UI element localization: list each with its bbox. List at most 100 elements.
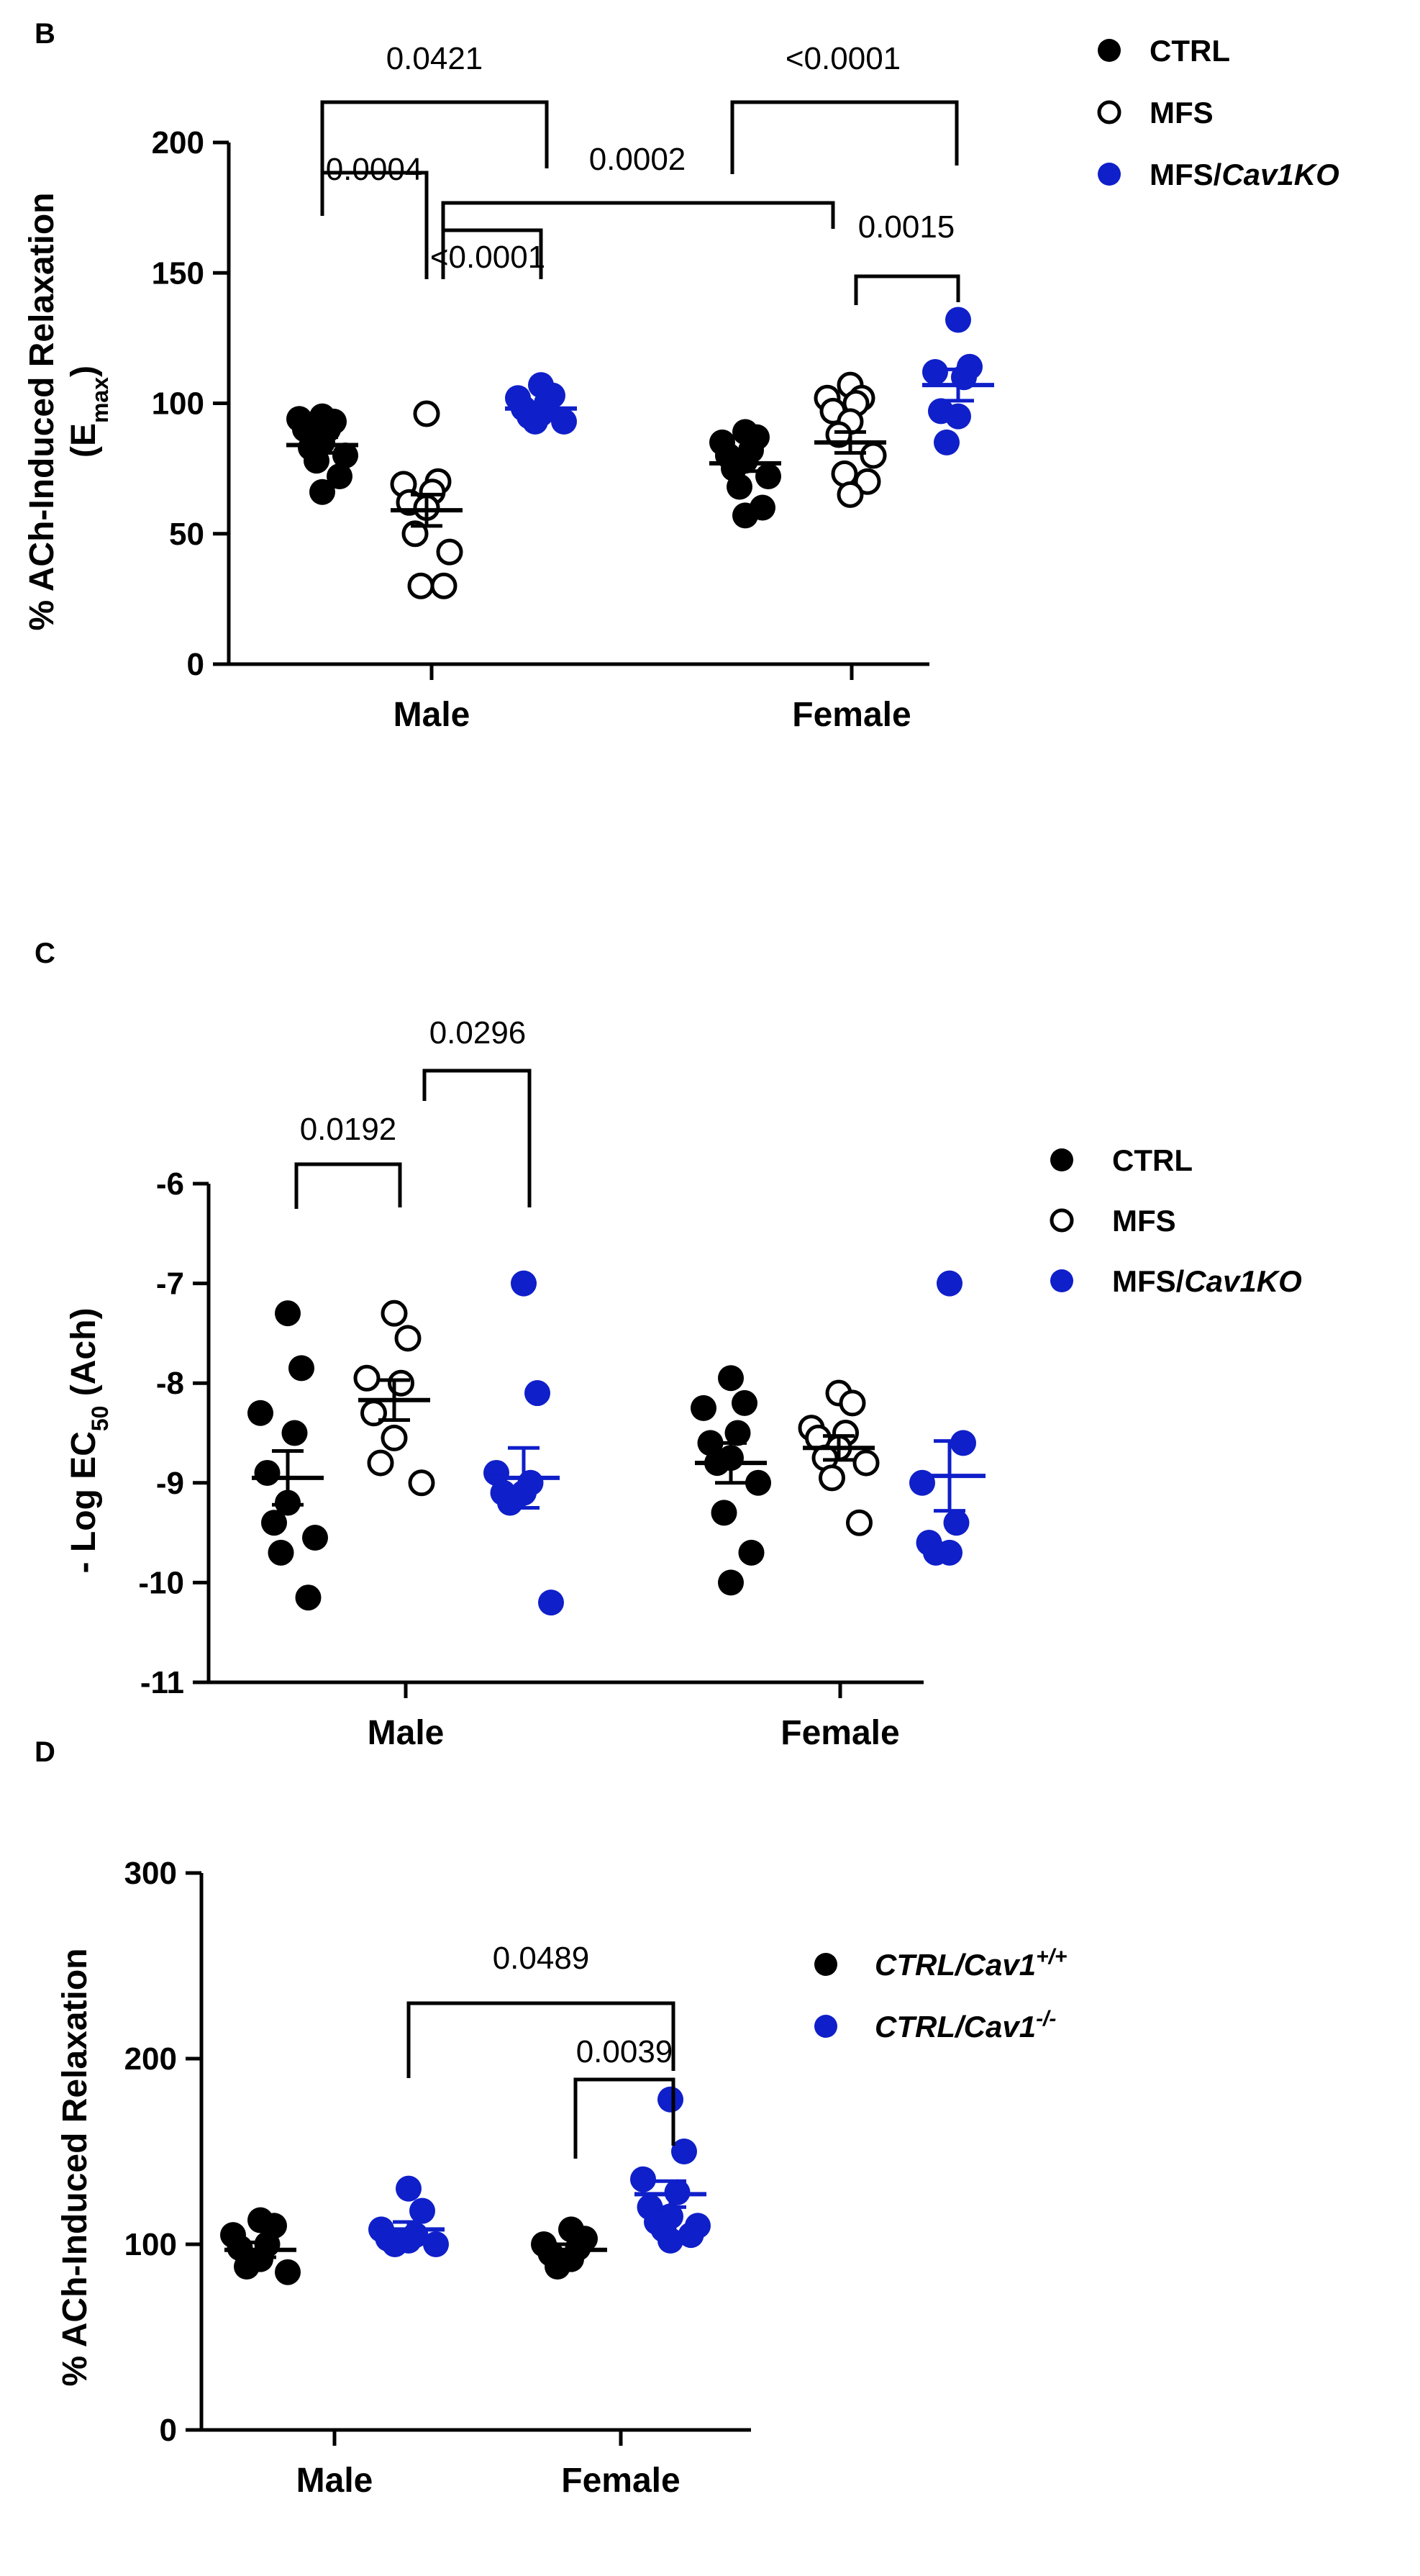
error-bar [525,402,557,416]
legend-marker [1098,163,1121,186]
legend-label-text: MFS [1150,96,1214,130]
error-bar [306,435,338,455]
y-axis-title-text: % ACh-Induced Relaxation [56,1949,94,2387]
legend-marker [1050,1208,1074,1233]
data-point [691,1394,716,1421]
data-point [727,473,752,500]
panel-letter: B [35,18,55,50]
data-point [852,1449,880,1477]
error-bar [655,2179,686,2209]
legend-label-sup: +/+ [1036,1945,1067,1969]
error-bar [508,1446,540,1510]
data-point [407,572,434,599]
y-tick-label: -6 [156,1166,184,1202]
data-point [718,1569,744,1596]
data-point [745,1469,771,1496]
error-bar [272,1448,304,1507]
y-tick-label: 50 [169,517,204,552]
y-tick-label: 100 [152,386,204,422]
data-point [275,2259,301,2285]
y-axis-subtitle-open: (E [65,423,103,458]
significance-bracket [441,201,835,229]
data-point [302,1525,328,1551]
data-point [551,408,577,435]
significance-bracket [320,100,549,173]
legend-label: MFS/Cav1KO [1112,1264,1302,1298]
significance-bracket [730,100,959,174]
data-point [630,2166,656,2192]
y-axis-title-text: % ACh-Induced Relaxation [23,193,61,631]
error-bar [393,2220,424,2239]
data-point [545,2253,570,2280]
legend-marker [1097,100,1121,124]
y-axis-title: - Log EC50 (Ach) [65,1308,113,1574]
data-point [413,400,440,427]
panel-letter: C [35,938,55,969]
y-tick-label: 200 [152,125,204,160]
legend-label: MFS/Cav1KO [1150,158,1339,191]
legend-label: MFS [1112,1204,1176,1238]
panel-letter-text: B [35,18,55,50]
data-point [381,1300,408,1327]
data-point [755,463,781,489]
panel-letter-text: D [35,1736,55,1768]
data-point [724,1420,751,1446]
y-axis-subtitle-sub: max [87,377,113,423]
data-point [247,1400,273,1426]
panel-letter: D [35,1736,55,1768]
significance-label: 0.0015 [858,209,955,245]
data-point [937,1270,962,1297]
category-label-female: Female [561,2462,680,2500]
data-point [436,538,463,566]
legend-label-text: CTRL [1150,34,1230,68]
data-point [950,1430,976,1456]
y-tick-label: 0 [160,2413,177,2448]
category-label-male: Male [296,2462,373,2500]
data-point [738,1539,765,1566]
y-axis-title-main: - Log EC [65,1431,103,1573]
legend-label-sup: -/- [1036,2007,1056,2031]
data-point [401,520,429,548]
y-tick-label: 150 [152,255,204,291]
legend-label-text: MFS/ [1112,1264,1185,1298]
legend-marker [814,1953,837,1976]
data-point [295,1584,322,1611]
legend-label-italic: Cav1KO [1221,158,1339,191]
data-point [718,1365,744,1392]
error-bar [823,1434,855,1462]
data-point [671,2139,697,2164]
data-point [281,1420,308,1446]
data-point [837,481,864,508]
legend-marker [1098,39,1121,62]
data-point [268,1539,294,1566]
error-bar [942,367,974,403]
error-bar [245,2240,276,2259]
y-tick-label: -11 [140,1665,184,1700]
y-axis-subtitle-close: ) [65,366,103,377]
data-point [275,1300,301,1327]
data-point [945,307,971,333]
data-point [408,1469,435,1497]
data-point [430,572,458,599]
data-point [922,359,948,385]
y-tick-label: -7 [156,1266,184,1302]
data-point [409,2198,435,2224]
y-tick-label: 0 [187,647,204,682]
significance-label: <0.0001 [430,240,545,275]
data-point [819,1464,845,1492]
data-point [423,2231,449,2257]
error-bar [715,1441,747,1485]
data-point [524,1380,550,1407]
legend-label: CTRL/Cav1+/+ [875,1945,1067,1982]
error-bar [729,453,761,473]
panel-b-chart: B 0 50 100 150 200 Male Female % ACh-Induced Rel… [23,18,1339,734]
significance-bracket [422,1069,532,1207]
significance-bracket [320,171,429,279]
legend-marker [1050,1269,1073,1292]
data-point [353,1364,381,1392]
data-point [511,1270,537,1297]
data-point [846,1509,873,1536]
data-point [396,2175,422,2202]
significance-label: 0.0489 [493,1941,590,1976]
